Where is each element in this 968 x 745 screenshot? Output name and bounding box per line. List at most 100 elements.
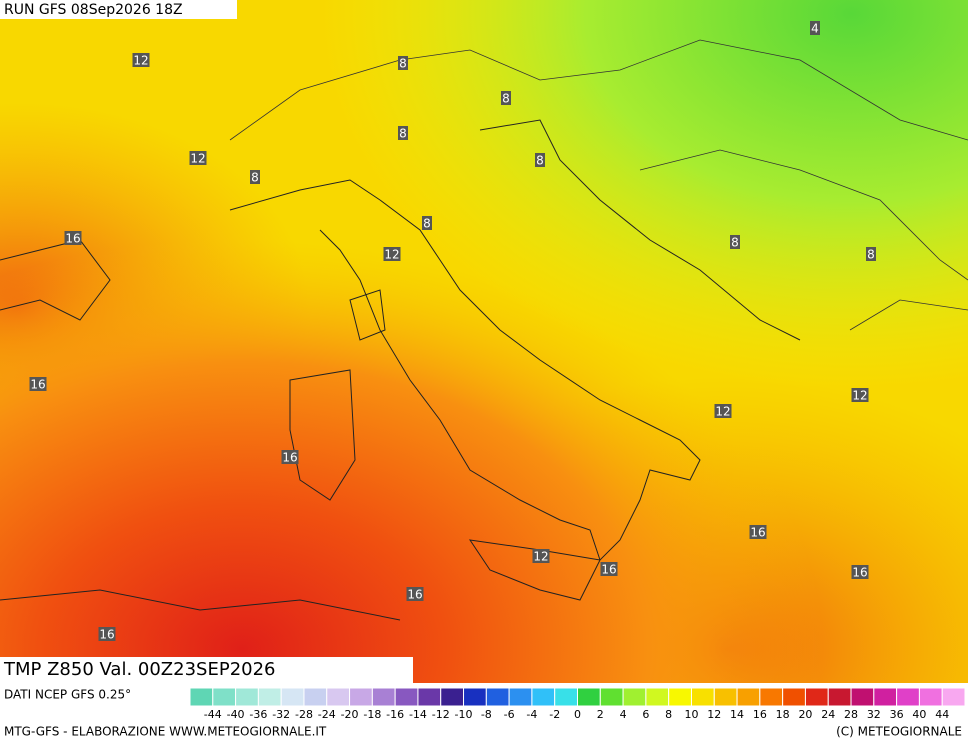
- colorbar-label: -10: [455, 708, 473, 721]
- colorbar-cell: [531, 687, 556, 707]
- colorbar-cell: [782, 687, 806, 707]
- contour-label-box: [714, 404, 732, 418]
- colorbar-cell: [280, 687, 305, 707]
- contour-label: 16: [65, 232, 80, 246]
- colorbar-label: 32: [867, 708, 881, 721]
- contour-label-box: [281, 450, 299, 464]
- colorbar-cell: [941, 687, 966, 707]
- colorbar-cell: [599, 687, 624, 707]
- contour-label-box: [501, 91, 511, 105]
- contour-label-box: [383, 247, 401, 261]
- contour-label-box: [29, 377, 47, 391]
- contour-label: 8: [502, 92, 510, 106]
- colorbar-cell: [212, 687, 237, 707]
- colorbar-label: 18: [776, 708, 790, 721]
- colorbar-label: 40: [912, 708, 926, 721]
- contour-label-box: [810, 21, 820, 35]
- contour-label: 8: [399, 127, 407, 141]
- coastline: [0, 119, 801, 621]
- colorbar-cell: [668, 687, 692, 707]
- colorbar-cell: [440, 687, 465, 707]
- contour-label: 8: [867, 248, 875, 262]
- contour-label: 16: [601, 563, 616, 577]
- colorbar-label: 24: [821, 708, 835, 721]
- contour-label: 12: [133, 54, 148, 68]
- colorbar-cell: [463, 687, 487, 707]
- contour-label-box: [730, 235, 740, 249]
- contour-label: 8: [731, 236, 739, 250]
- colorbar-label: 4: [620, 708, 627, 721]
- footer-left: MTG-GFS - ELABORAZIONE WWW.METEOGIORNALE…: [4, 725, 327, 739]
- colorbar-cell: [759, 687, 784, 707]
- title-box: [0, 657, 413, 683]
- contour-label: 12: [190, 152, 205, 166]
- contour-label-box: [132, 53, 150, 67]
- contour-label-box: [600, 562, 618, 576]
- contour-label-box: [398, 56, 408, 70]
- colorbar-cell: [873, 687, 898, 707]
- colorbar-cell: [577, 687, 601, 707]
- contour-label: 12: [384, 248, 399, 262]
- colorbar-label: 6: [642, 708, 649, 721]
- colorbar-label: -24: [318, 708, 336, 721]
- contour-label: 12: [852, 389, 867, 403]
- colorbar-label: 44: [935, 708, 949, 721]
- contour-label-box: [189, 151, 207, 165]
- colorbar-label: -18: [363, 708, 381, 721]
- data-source: DATI NCEP GFS 0.25°: [4, 688, 131, 702]
- colorbar-cell: [918, 687, 943, 707]
- contour-label: 8: [536, 154, 544, 168]
- header-box: [0, 0, 237, 19]
- colorbar-cell: [713, 687, 738, 707]
- footer-right: (C) METEOGIORNALE: [836, 725, 962, 739]
- colorbar-cell: [417, 687, 442, 707]
- contour-label-box: [866, 247, 876, 261]
- contour-label: 12: [533, 550, 548, 564]
- colorbar-cell: [485, 687, 510, 707]
- run-label: RUN GFS 08Sep2026 18Z: [4, 2, 183, 18]
- colorbar-label: -36: [249, 708, 267, 721]
- colorbar-label: -2: [549, 708, 560, 721]
- contour-label: 16: [99, 628, 114, 642]
- colorbar-cell: [508, 687, 533, 707]
- colorbar-label: 0: [574, 708, 581, 721]
- contour-label-box: [398, 126, 408, 140]
- map-title: TMP Z850 Val. 00Z23SEP2026: [3, 659, 276, 680]
- colorbar-cell: [303, 687, 328, 707]
- colorbar-cell: [622, 687, 647, 707]
- colorbar-cell: [645, 687, 670, 707]
- colorbar-label: 12: [707, 708, 721, 721]
- colorbar-cell: [371, 687, 396, 707]
- colorbar-label: 14: [730, 708, 744, 721]
- colorbar-cell: [189, 687, 214, 707]
- contour-label-box: [406, 587, 424, 601]
- colorbar-label: -8: [481, 708, 492, 721]
- colorbar-cell: [804, 687, 829, 707]
- colorbar-cell: [394, 687, 419, 707]
- colorbar-label: -28: [295, 708, 313, 721]
- contour-label: 8: [423, 217, 431, 231]
- colorbar-cell: [690, 687, 715, 707]
- colorbar-label: 2: [597, 708, 604, 721]
- contour-label: 12: [715, 405, 730, 419]
- colorbar-label: -32: [272, 708, 290, 721]
- contour-label-box: [749, 525, 767, 539]
- map-area: [0, 0, 968, 683]
- colorbar-label: 10: [684, 708, 698, 721]
- colorbar-label: -12: [432, 708, 450, 721]
- contour-label: 8: [251, 171, 259, 185]
- colorbar-label: -14: [409, 708, 427, 721]
- contour-label-box: [851, 565, 869, 579]
- colorbar-cell: [257, 687, 282, 707]
- colorbar-cell: [850, 687, 875, 707]
- contour-label: 4: [811, 22, 819, 36]
- colorbar-cell: [235, 687, 259, 707]
- colorbar-label: -4: [526, 708, 537, 721]
- contour-label: 16: [407, 588, 422, 602]
- colorbar-label: -44: [204, 708, 222, 721]
- contour-label: 16: [750, 526, 765, 540]
- colorbar-cell: [736, 687, 761, 707]
- contour-label-box: [98, 627, 116, 641]
- contour-label-box: [422, 216, 432, 230]
- contour-label: 16: [852, 566, 867, 580]
